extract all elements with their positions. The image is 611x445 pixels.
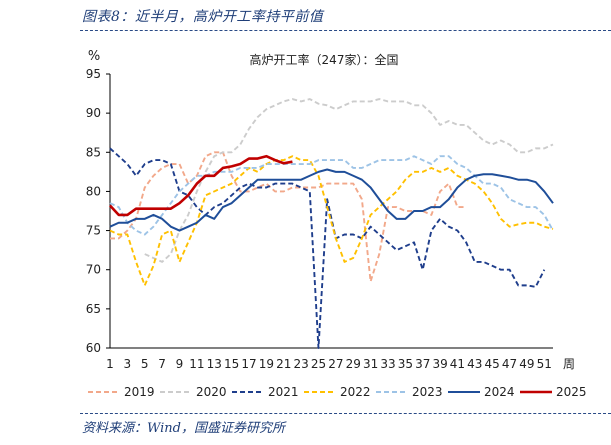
x-tick-label: 47	[502, 357, 517, 371]
x-tick-label: 27	[328, 357, 343, 371]
top-rule	[80, 30, 611, 31]
y-tick-label: 85	[86, 145, 101, 159]
x-tick-label: 33	[380, 357, 395, 371]
legend-label-2022: 2022	[340, 385, 371, 399]
y-tick-label: 65	[86, 302, 101, 316]
legend-label-2020: 2020	[196, 385, 227, 399]
x-tick-label: 13	[207, 357, 222, 371]
series-line-2024	[109, 168, 554, 232]
y-tick-label: 70	[86, 263, 101, 277]
x-tick-label: 39	[432, 357, 447, 371]
y-tick-label: 60	[86, 341, 101, 355]
series-line-2019	[110, 151, 467, 283]
y-tick-label: 75	[86, 224, 101, 238]
x-axis-unit: 周	[563, 357, 575, 371]
x-tick-label: 17	[241, 357, 256, 371]
x-tick-label: 35	[398, 357, 413, 371]
x-tick-label: 37	[415, 357, 430, 371]
x-tick-label: 21	[276, 357, 291, 371]
x-tick-label: 51	[537, 357, 552, 371]
x-tick-label: 43	[467, 357, 482, 371]
x-tick-label: 49	[519, 357, 534, 371]
series-line-2022	[109, 155, 554, 287]
x-tick-label: 9	[176, 357, 184, 371]
x-tick-label: 23	[293, 357, 308, 371]
x-tick-label: 5	[141, 357, 149, 371]
legend-label-2023: 2023	[412, 385, 443, 399]
series-line-2021	[109, 147, 546, 349]
bottom-rule	[80, 413, 611, 414]
series-line-2020	[144, 98, 554, 263]
x-tick-label: 3	[124, 357, 132, 371]
x-tick-label: 7	[158, 357, 166, 371]
x-tick-label: 1	[106, 357, 114, 371]
x-tick-label: 11	[189, 357, 204, 371]
legend-label-2021: 2021	[268, 385, 299, 399]
legend-label-2025: 2025	[556, 385, 587, 399]
series-line-2023	[109, 155, 554, 236]
y-tick-label: 80	[86, 184, 101, 198]
legend-label-2019: 2019	[124, 385, 155, 399]
x-tick-label: 25	[311, 357, 326, 371]
chart-title: 高炉开工率（247家）：全国	[250, 52, 399, 67]
x-tick-label: 45	[485, 357, 500, 371]
legend: 2019 2020 2021 2022 2023 2024 2025	[88, 385, 587, 399]
legend-label-2024: 2024	[484, 385, 515, 399]
y-tick-label: 95	[86, 67, 101, 81]
source-note: 资料来源：Wind，国盛证券研究所	[82, 421, 285, 436]
series-layer	[109, 98, 554, 349]
series-line-2025	[109, 154, 293, 217]
figure-title: 图表8：近半月，高炉开工率持平前值	[82, 9, 324, 25]
x-tick-label: 31	[363, 357, 378, 371]
x-tick-label: 29	[346, 357, 361, 371]
x-tick-label: 19	[259, 357, 274, 371]
y-axis-unit: %	[88, 49, 100, 64]
x-tick-label: 41	[450, 357, 465, 371]
x-tick-label: 15	[224, 357, 239, 371]
y-tick-label: 90	[86, 106, 101, 120]
